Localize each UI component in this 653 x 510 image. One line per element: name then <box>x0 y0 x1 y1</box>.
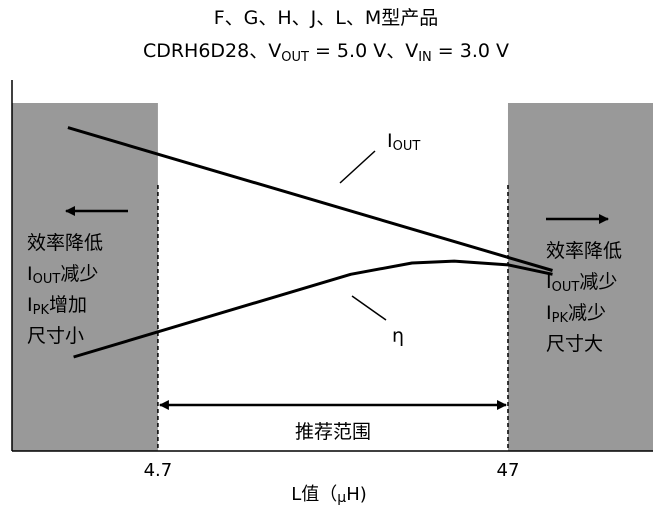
left-annotation-line-1: 效率降低 <box>27 232 103 254</box>
chart-title-line1: F、G、H、J、L、M型产品 <box>214 7 439 29</box>
recommended-range-label: 推荐范围 <box>295 421 371 443</box>
x-tick-label-2: 47 <box>497 460 520 481</box>
series-label-eta: η <box>392 325 404 347</box>
range-boundaries <box>157 185 509 451</box>
x-ticks: 4.7 47 <box>144 460 520 481</box>
iout-leader-line <box>339 150 376 184</box>
series-label-iout: IOUT <box>387 130 420 154</box>
title2-vin-sub: IN <box>418 50 432 65</box>
right-annotation-line-2: IOUT减少 <box>546 271 617 295</box>
eta-leader-line <box>351 295 387 321</box>
shaded-region-right <box>507 103 653 451</box>
right-annotation-line-4: 尺寸大 <box>546 333 603 355</box>
xlabel-prefix: L值（ <box>291 484 337 505</box>
chart-title-line2: CDRH6D28、VOUT = 5.0 V、VIN = 3.0 V <box>143 40 509 65</box>
right-annotation-line-1: 效率降低 <box>546 240 622 262</box>
title2-vout-sub: OUT <box>281 50 309 65</box>
series-line-eta <box>73 259 553 359</box>
title2-vout-rest: = 5.0 V、V <box>309 40 418 62</box>
xlabel-suffix: H) <box>346 484 367 505</box>
x-tick-label-1: 4.7 <box>144 460 173 481</box>
x-axis-label: L值（μH) <box>291 484 367 506</box>
left-annotation-line-2: IOUT减少 <box>27 263 98 287</box>
left-annotation-line-4: 尺寸小 <box>27 325 84 347</box>
left-annotation-line-3: IPK增加 <box>27 294 87 318</box>
shaded-regions <box>12 103 653 451</box>
series-line-iout <box>67 126 553 272</box>
xlabel-mu: μ <box>337 490 346 506</box>
right-annotation-line-3: IPK减少 <box>546 302 606 326</box>
recommended-range: 推荐范围 <box>158 400 507 443</box>
shaded-region-left <box>12 103 158 451</box>
title2-prefix: CDRH6D28、V <box>143 40 281 62</box>
title2-vin-rest: = 3.0 V <box>432 40 509 62</box>
series-group: IOUT η <box>67 126 553 359</box>
